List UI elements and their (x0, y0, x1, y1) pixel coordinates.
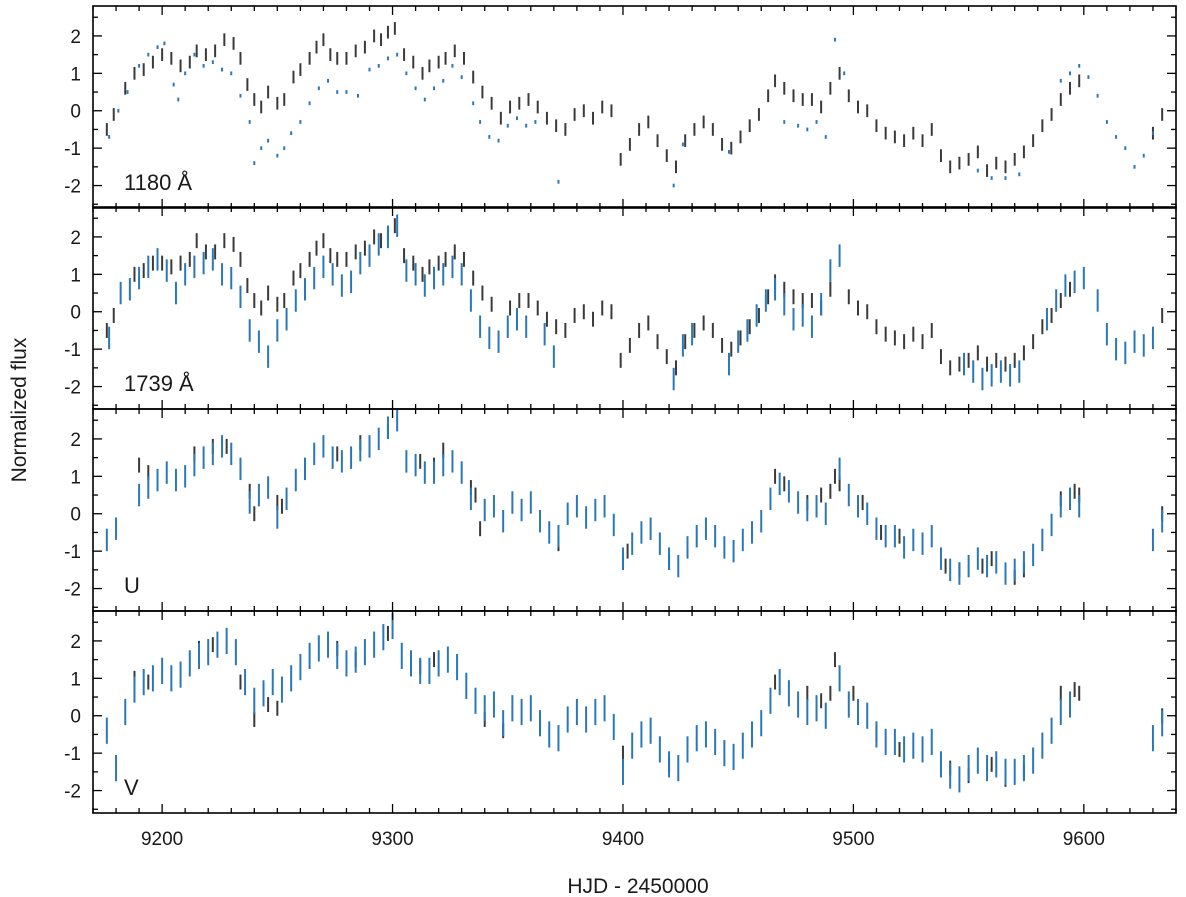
panel-4-label: V (124, 775, 139, 800)
y-axis-label: Normalized flux (8, 337, 31, 482)
panel-2-ytick-label-2: -2 (64, 378, 81, 399)
panel-1-ytick-label-1: -1 (64, 139, 81, 160)
panel-4: 2 1 0 -1 -2 V 9200 9300 9400 9500 9600 (64, 610, 1177, 850)
panel-1-label: 1180 Å (124, 170, 192, 195)
panel-2-ytick-label-2: 2 (70, 228, 81, 249)
panel-2-frame (92, 206, 1177, 410)
panel-2-series-2 (108, 214, 1154, 391)
panel-2-series-1 (105, 218, 1164, 376)
panel-4-frame (92, 610, 1177, 814)
panel-3-ytick-label-1: 1 (70, 467, 81, 488)
panel-1-series-1 (105, 22, 1164, 177)
panel-2-ytick-label-1: -1 (64, 340, 81, 361)
panel-4-ytick-label-1: 1 (70, 669, 81, 690)
panel-1-series-2 (108, 37, 1154, 188)
panel-3-ytick-label-1: -1 (64, 542, 81, 563)
panel-3-series-1 (138, 423, 1164, 585)
panel-3-ytick-label-2: 2 (70, 430, 81, 451)
panel-4-series-1 (133, 625, 1164, 787)
panel-3-label: U (124, 573, 140, 598)
panel-1-ytick-label-2: -2 (64, 177, 81, 198)
panel-3-ytick-label-0: 0 (70, 505, 81, 526)
panel-1-ytick-label-2: 2 (70, 27, 81, 48)
xtick-label-9500: 9500 (832, 829, 874, 850)
panel-4-ytick-label-2: 2 (70, 632, 81, 653)
panel-2-label: 1739 Å (124, 371, 194, 396)
panels: 2 1 0 -1 -2 1180 Å 2 1 0 -1 -2 1739 Å 2 1 0 -1 -2 U 2 1 0 -1 -… (64, 5, 1177, 850)
panel-3-frame (92, 408, 1177, 612)
x-axis-label: HJD - 2450000 (567, 875, 708, 897)
xtick-label-9400: 9400 (602, 829, 644, 850)
panel-4-series-2 (105, 612, 1164, 793)
panel-1-ytick-label-1: 1 (70, 64, 81, 85)
panel-1-frame (92, 5, 1177, 209)
xtick-label-9600: 9600 (1063, 829, 1105, 850)
panel-4-ytick-label-0: 0 (70, 707, 81, 728)
panel-4-ytick-label-2: -2 (64, 782, 81, 803)
panel-1-ytick-label-0: 0 (70, 102, 81, 123)
xtick-label-9200: 9200 (141, 829, 183, 850)
xtick-label-9300: 9300 (371, 829, 413, 850)
panel-4-ytick-label-1: -1 (64, 744, 81, 765)
panel-2: 2 1 0 -1 -2 1739 Å (64, 206, 1177, 410)
panel-3-series-2 (105, 409, 1164, 585)
panel-2-ytick-label-0: 0 (70, 303, 81, 324)
panel-3: 2 1 0 -1 -2 U (64, 408, 1177, 612)
panel-3-ytick-label-2: -2 (64, 580, 81, 601)
panel-1: 2 1 0 -1 -2 1180 Å (64, 5, 1177, 209)
panel-2-ytick-label-1: 1 (70, 265, 81, 286)
